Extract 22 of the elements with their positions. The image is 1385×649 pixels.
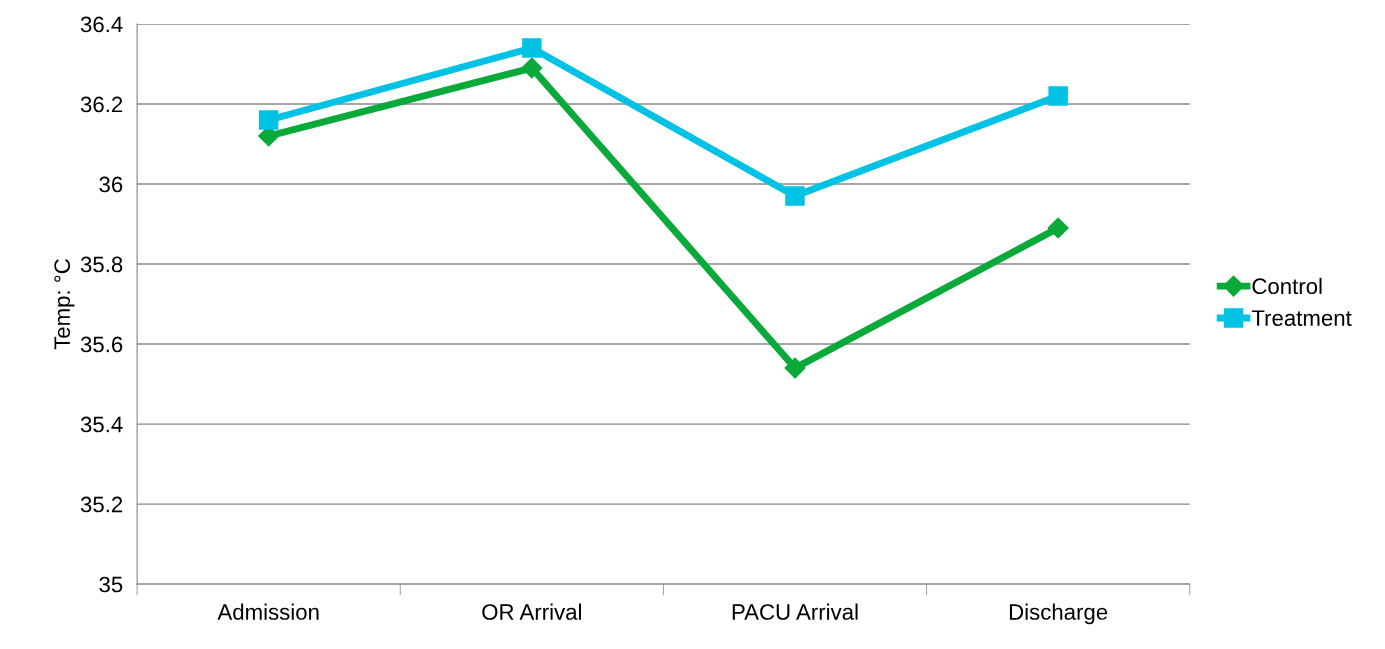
y-tick-label: 35 <box>99 576 123 593</box>
y-tick-label: 35.4 <box>80 416 123 433</box>
point <box>258 110 279 130</box>
y-tick-label: 35.8 <box>80 256 123 273</box>
legend-label: Treatment <box>1251 310 1352 326</box>
point <box>521 57 543 79</box>
y-axis-title: Temp: °C <box>54 259 75 350</box>
x-tick-label: Discharge <box>1009 603 1108 625</box>
x-tick-label: PACU Arrival <box>732 603 858 620</box>
point <box>1048 86 1068 106</box>
point <box>522 38 542 58</box>
legend-label: Control <box>1252 277 1322 295</box>
y-tick-label: 35.2 <box>80 496 123 513</box>
point <box>1047 217 1069 239</box>
point <box>785 186 805 206</box>
x-tick-label: OR Arrival <box>482 603 581 620</box>
y-tick-label: 35.6 <box>80 336 123 353</box>
y-tick-label: 36 <box>99 176 123 193</box>
y-tick-label: 36.4 <box>80 16 123 33</box>
x-tick-label: Admission <box>217 603 319 620</box>
y-tick-label: 36.2 <box>80 96 123 113</box>
point <box>784 357 806 379</box>
